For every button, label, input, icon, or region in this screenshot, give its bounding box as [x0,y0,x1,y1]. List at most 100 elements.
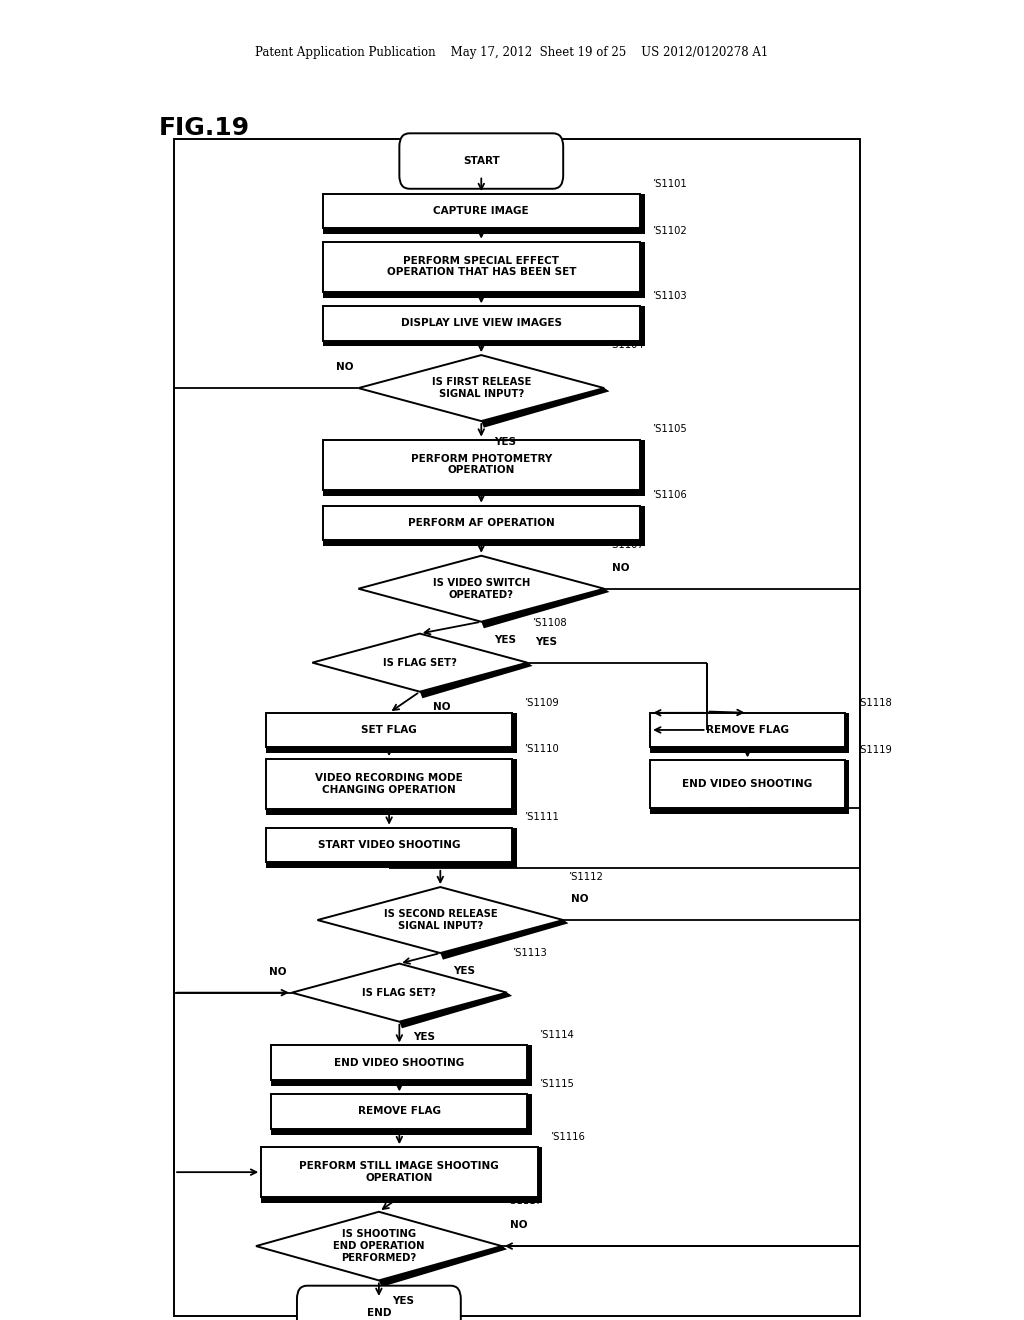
FancyBboxPatch shape [266,713,512,747]
Text: ’S1109: ’S1109 [524,697,559,708]
FancyBboxPatch shape [650,760,845,808]
Polygon shape [292,964,507,1022]
Text: YES: YES [495,437,516,447]
Polygon shape [481,388,609,428]
Text: IS SECOND RELEASE
SIGNAL INPUT?: IS SECOND RELEASE SIGNAL INPUT? [384,909,497,931]
Text: NO: NO [612,562,630,573]
FancyBboxPatch shape [323,194,640,228]
Text: ’S1105: ’S1105 [652,424,687,434]
Polygon shape [399,964,512,995]
Text: ’S1112: ’S1112 [568,871,603,882]
Text: END: END [367,1308,391,1319]
Polygon shape [358,556,604,622]
FancyBboxPatch shape [399,133,563,189]
Polygon shape [420,663,532,698]
Text: ’S1101: ’S1101 [652,178,687,189]
FancyBboxPatch shape [640,440,645,490]
Polygon shape [379,1246,507,1287]
FancyBboxPatch shape [297,1286,461,1320]
Text: ’S1117: ’S1117 [507,1196,542,1206]
Text: REMOVE FLAG: REMOVE FLAG [706,725,790,735]
FancyBboxPatch shape [512,828,516,862]
Polygon shape [317,887,563,953]
Text: ’S1116: ’S1116 [550,1131,585,1142]
FancyBboxPatch shape [323,341,645,346]
Text: REMOVE FLAG: REMOVE FLAG [357,1106,441,1117]
Text: END VIDEO SHOOTING: END VIDEO SHOOTING [682,779,813,789]
Text: START VIDEO SHOOTING: START VIDEO SHOOTING [317,840,461,850]
Text: ’S1114: ’S1114 [540,1030,574,1040]
Text: ’S1111: ’S1111 [524,812,559,822]
Text: ’S1103: ’S1103 [652,290,687,301]
FancyBboxPatch shape [266,862,516,869]
FancyBboxPatch shape [527,1094,532,1129]
Text: ’S1106: ’S1106 [652,490,687,500]
FancyBboxPatch shape [640,506,645,540]
FancyBboxPatch shape [650,808,850,813]
FancyBboxPatch shape [640,194,645,228]
Polygon shape [481,589,609,628]
Text: NO: NO [510,1220,527,1230]
Text: ’S1113: ’S1113 [512,948,547,958]
FancyBboxPatch shape [845,760,849,808]
FancyBboxPatch shape [266,828,512,862]
Text: ’S1119: ’S1119 [857,744,892,755]
Polygon shape [481,355,609,391]
Text: YES: YES [536,636,557,647]
Text: IS SHOOTING
END OPERATION
PERFORMED?: IS SHOOTING END OPERATION PERFORMED? [333,1229,425,1263]
Text: Patent Application Publication    May 17, 2012  Sheet 19 of 25    US 2012/012027: Patent Application Publication May 17, 2… [255,46,769,59]
FancyBboxPatch shape [266,759,512,809]
Polygon shape [379,1212,507,1249]
Polygon shape [481,556,609,591]
Text: CAPTURE IMAGE: CAPTURE IMAGE [433,206,529,216]
Text: SET FLAG: SET FLAG [361,725,417,735]
FancyBboxPatch shape [261,1147,538,1197]
FancyBboxPatch shape [650,747,850,752]
FancyBboxPatch shape [640,242,645,292]
FancyBboxPatch shape [323,306,640,341]
FancyBboxPatch shape [271,1129,532,1135]
FancyBboxPatch shape [845,713,849,747]
FancyBboxPatch shape [650,713,845,747]
Text: ’S1107: ’S1107 [609,540,644,550]
FancyBboxPatch shape [323,228,645,235]
Text: YES: YES [495,635,516,645]
Text: IS FLAG SET?: IS FLAG SET? [383,657,457,668]
FancyBboxPatch shape [527,1045,532,1080]
FancyBboxPatch shape [266,747,516,752]
Text: ’S1115: ’S1115 [540,1078,574,1089]
Polygon shape [440,887,568,924]
Text: ’S1104: ’S1104 [609,339,644,350]
FancyBboxPatch shape [323,292,645,297]
FancyBboxPatch shape [323,506,640,540]
Text: START: START [463,156,500,166]
Polygon shape [420,634,532,667]
Text: ’S1108: ’S1108 [532,618,567,628]
FancyBboxPatch shape [271,1094,527,1129]
Text: PERFORM AF OPERATION: PERFORM AF OPERATION [408,517,555,528]
Text: YES: YES [454,966,475,977]
Polygon shape [399,993,512,1028]
FancyBboxPatch shape [271,1045,527,1080]
Text: PERFORM SPECIAL EFFECT
OPERATION THAT HAS BEEN SET: PERFORM SPECIAL EFFECT OPERATION THAT HA… [386,256,577,277]
Polygon shape [256,1212,502,1280]
Text: ’S1102: ’S1102 [652,226,687,236]
Text: ’S1110: ’S1110 [524,743,559,754]
Text: NO: NO [336,362,353,372]
Text: YES: YES [392,1296,414,1307]
Text: NO: NO [269,966,287,977]
Text: VIDEO RECORDING MODE
CHANGING OPERATION: VIDEO RECORDING MODE CHANGING OPERATION [315,774,463,795]
FancyBboxPatch shape [323,440,640,490]
FancyBboxPatch shape [323,540,645,546]
FancyBboxPatch shape [271,1080,532,1085]
Text: NO: NO [433,702,451,713]
FancyBboxPatch shape [538,1147,543,1197]
Polygon shape [440,920,568,960]
Text: YES: YES [413,1032,434,1043]
Text: IS FLAG SET?: IS FLAG SET? [362,987,436,998]
FancyBboxPatch shape [266,809,516,814]
FancyBboxPatch shape [512,713,516,747]
Text: FIG.19: FIG.19 [159,116,250,140]
Text: DISPLAY LIVE VIEW IMAGES: DISPLAY LIVE VIEW IMAGES [400,318,562,329]
Text: ’S1118: ’S1118 [857,697,892,708]
